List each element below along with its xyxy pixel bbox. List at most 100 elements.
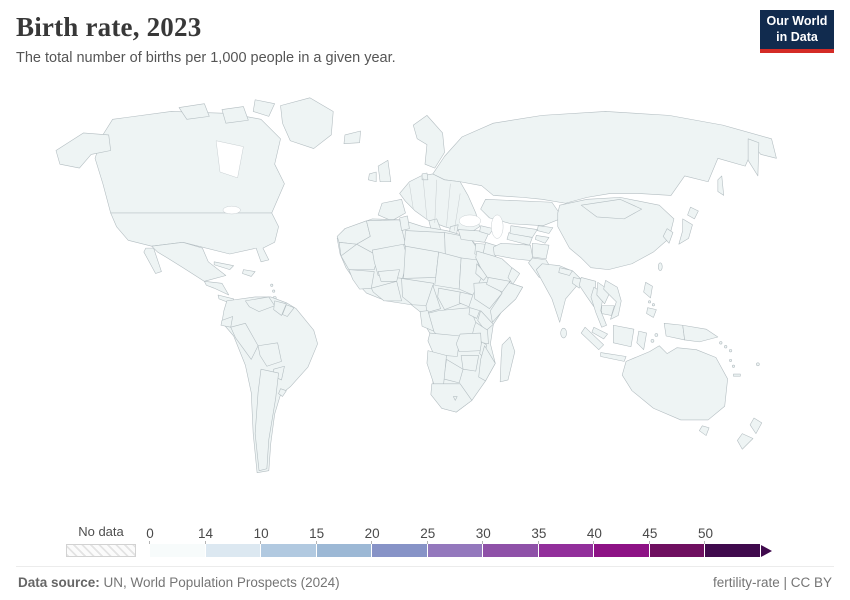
country-nigeria[interactable] [401,278,435,307]
country-niger[interactable] [403,245,439,279]
legend-bin-10[interactable]: 10 [254,526,317,557]
country-new-zealand-south[interactable] [737,433,754,450]
country-cuba[interactable] [213,261,234,270]
country-mongolia[interactable] [580,199,643,220]
country-uruguay[interactable] [278,388,287,397]
owid-logo[interactable]: Our World in Data [760,10,834,54]
country-oman[interactable] [507,267,520,285]
country-hispaniola[interactable] [242,269,256,277]
country-ireland[interactable] [368,171,377,183]
legend-bin-20[interactable]: 20 [365,526,428,557]
country-guyana-suriname[interactable] [273,300,287,316]
arctic-island[interactable] [221,106,249,124]
country-solomon-islands[interactable] [719,341,723,345]
legend-bin-15[interactable]: 15 [309,526,373,557]
country-turkey[interactable] [457,229,490,243]
country-vietnam[interactable] [603,280,622,320]
country-cambodia[interactable] [601,305,615,316]
country-indonesia-borneo[interactable] [613,324,635,348]
country-kyrgyzstan[interactable] [536,225,554,234]
country-indonesia-sulawesi[interactable] [636,330,647,350]
legend-bin-40[interactable]: 40 [587,526,650,557]
country-solomon-islands[interactable] [724,345,728,349]
country-central-america[interactable] [204,281,230,296]
country-caucasus[interactable] [479,225,494,235]
country-philippines-mindanao[interactable] [646,307,657,318]
country-saudi-arabia[interactable] [475,250,515,284]
country-japan-hokkaido[interactable] [687,206,699,220]
country-australia[interactable] [621,345,728,421]
country-china[interactable] [557,197,675,270]
country-tasmania[interactable] [699,425,710,436]
country-malaysia[interactable] [591,326,608,340]
arctic-island[interactable] [178,103,210,120]
country-afghanistan[interactable] [532,242,550,260]
country-indonesia-sumatra[interactable] [580,326,604,350]
country-philippines-visayas[interactable] [648,300,651,304]
country-bolivia[interactable] [257,342,282,367]
country-congo-gabon[interactable] [419,310,435,332]
arctic-island[interactable] [252,99,275,117]
country-new-caledonia[interactable] [733,373,741,377]
country-philippines-visayas[interactable] [651,303,655,307]
country-nepal[interactable] [558,267,573,276]
country-denmark[interactable] [421,172,429,181]
legend-bin-25[interactable]: 25 [420,526,484,557]
country-vanuatu[interactable] [729,358,733,362]
country-argentina[interactable] [254,368,279,472]
country-united-kingdom[interactable] [377,159,392,183]
legend-bin-45[interactable]: 45 [642,526,706,557]
country-vanuatu[interactable] [732,364,735,368]
legend-no-data[interactable]: No data [66,524,136,557]
country-cote-divoire-ghana[interactable] [371,281,402,302]
legend-bin-30[interactable]: 30 [476,526,539,557]
country-madagascar[interactable] [499,336,516,383]
country-russia-sakhalin[interactable] [717,175,725,196]
license-link[interactable]: CC BY [790,575,832,590]
country-spain-portugal[interactable] [377,199,406,222]
legend-bin-35[interactable]: 35 [531,526,595,557]
country-zambia[interactable] [455,332,482,352]
country-usa[interactable] [110,212,279,263]
country-lesser-antilles[interactable] [270,283,274,287]
country-mexico[interactable] [151,241,227,282]
country-mexico-baja[interactable] [143,247,162,274]
country-french-guiana[interactable] [282,304,295,317]
country-indonesia-moluccas[interactable] [654,333,659,337]
country-uzbekistan[interactable] [509,225,538,238]
country-senegal-guinea[interactable] [348,269,375,290]
country-burkina-faso[interactable] [377,269,400,282]
country-russia[interactable] [432,111,777,204]
country-tajikistan[interactable] [535,235,550,244]
country-taiwan[interactable] [658,262,663,271]
slug-link[interactable]: fertility-rate [712,575,780,590]
country-fiji[interactable] [756,362,760,367]
legend-bin-0[interactable]: 0 [146,526,206,557]
legend-bin-14[interactable]: 14 [198,526,262,557]
country-cameroon[interactable] [425,284,441,313]
country-mozambique[interactable] [478,345,496,382]
country-korea[interactable] [662,228,674,244]
country-lesser-antilles[interactable] [272,289,276,293]
country-japan-honshu[interactable] [678,218,693,245]
country-indonesia-moluccas[interactable] [650,339,655,343]
country-new-zealand-north[interactable] [749,417,763,434]
country-iceland[interactable] [343,130,361,144]
country-canada[interactable] [94,111,285,214]
country-peru[interactable] [230,323,259,360]
country-uganda[interactable] [468,307,480,319]
country-scandinavia[interactable] [412,115,445,169]
country-sri-lanka[interactable] [560,327,567,339]
country-philippines-luzon[interactable] [643,282,653,299]
country-venezuela[interactable] [245,296,275,312]
country-alaska[interactable] [55,132,111,169]
country-yemen[interactable] [486,277,511,293]
country-south-sudan[interactable] [458,291,474,308]
country-central-african-republic[interactable] [437,287,466,310]
country-papua-new-guinea[interactable] [682,324,719,343]
country-namibia[interactable] [426,350,447,386]
country-greenland[interactable] [280,97,334,149]
country-solomon-islands[interactable] [728,349,733,353]
country-lesotho[interactable] [453,396,458,401]
country-chad[interactable] [434,251,462,290]
